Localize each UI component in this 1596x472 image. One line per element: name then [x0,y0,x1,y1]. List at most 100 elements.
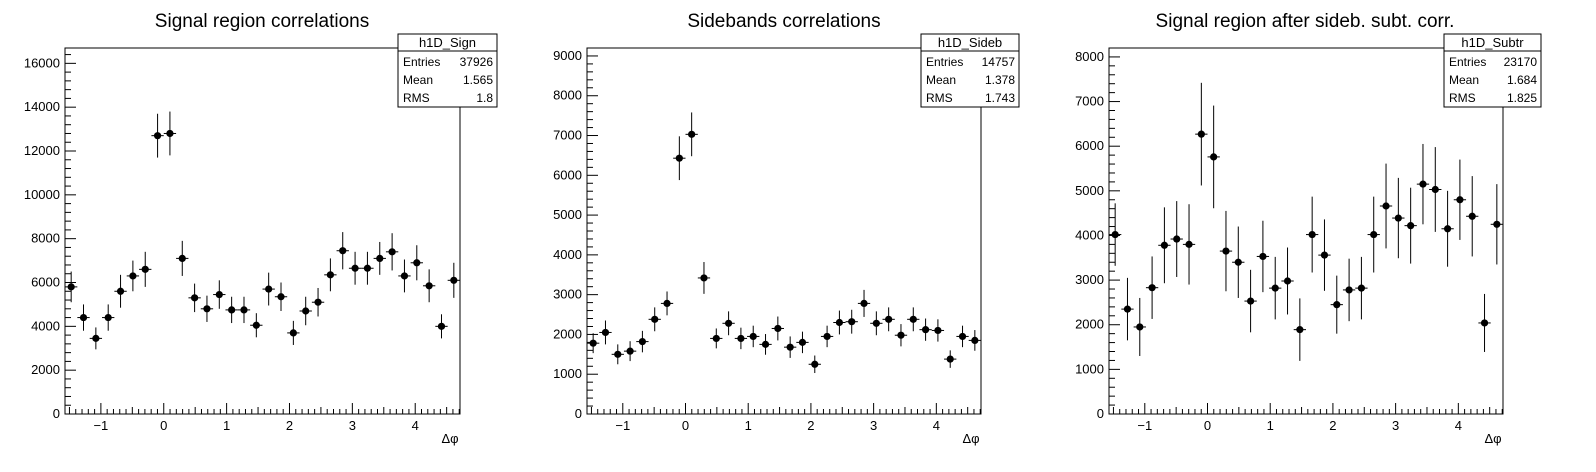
data-point [1330,275,1343,334]
data-point [1342,258,1356,322]
data-marker [1456,196,1464,204]
data-marker [1173,235,1181,243]
data-point [1207,105,1220,209]
data-point [225,296,238,324]
data-marker [589,339,597,347]
data-marker [1370,230,1378,239]
data-point [870,311,883,336]
data-marker [203,305,211,313]
data-point [697,262,711,294]
data-point [1182,204,1196,285]
x-tick-label: 4 [1455,418,1462,433]
data-marker [860,299,868,308]
data-point [324,258,337,292]
y-tick-label: 4000 [1075,227,1104,242]
plot-frame [64,47,461,415]
stats-label: Mean [1449,73,1479,87]
data-marker [823,332,831,341]
x-tick-label: −1 [1137,418,1152,433]
y-tick-label: 8000 [31,231,60,246]
data-point [587,333,600,354]
data-marker [626,347,634,355]
data-marker [1407,222,1415,230]
stats-box-name: h1D_Sideb [938,35,1002,50]
data-marker [601,328,610,337]
data-marker [314,298,322,306]
data-marker [413,259,421,267]
data-marker [1333,301,1341,309]
data-marker [749,332,757,341]
stats-value: 23170 [1504,55,1538,69]
data-marker [425,282,433,290]
y-tick-label: 8000 [1075,49,1104,64]
data-point [919,318,932,341]
data-marker [835,318,844,327]
data-marker [92,334,100,342]
data-marker [437,322,446,330]
data-marker [688,130,696,138]
data-marker [228,306,236,314]
y-tick-label: 6000 [553,167,582,182]
data-point [648,307,661,332]
data-point [808,355,821,374]
y-tick-label: 14000 [24,99,60,114]
data-marker [79,313,88,322]
data-point [311,287,325,317]
data-point [1306,196,1319,273]
data-marker [1493,220,1501,228]
data-marker [1246,297,1255,305]
stats-label: Mean [403,73,433,87]
x-tick-label: 2 [286,418,293,433]
data-point [435,314,448,339]
data-point [200,295,214,322]
chart-panel-3: Signal region after sideb. subt. corr. 0 1… [1075,11,1542,446]
data-marker [141,265,149,273]
data-marker [1234,258,1242,266]
data-marker [1271,284,1279,292]
data-marker [737,334,745,343]
x-axis-label: Δφ [1484,431,1501,446]
stats-label: Entries [1449,55,1486,69]
data-point [336,232,349,270]
data-point [1355,256,1368,320]
data-point [237,296,251,324]
y-tick-label: 7000 [553,128,582,143]
data-marker [798,338,807,346]
data-point [845,309,858,334]
x-axis-label: Δφ [962,431,979,446]
data-marker [675,154,683,162]
data-marker [1296,326,1304,334]
stats-value: 1.8 [476,91,493,105]
data-point [1133,297,1146,356]
data-marker [1419,180,1427,188]
y-tick-label: 6000 [1075,138,1104,153]
x-tick-label: 3 [870,418,877,433]
data-point [1404,187,1417,264]
data-point [361,251,374,285]
data-point [1466,176,1479,257]
data-marker [252,321,260,329]
data-marker [1382,202,1390,210]
data-point [734,327,748,350]
data-marker [166,129,174,138]
data-point [944,350,957,368]
x-tick-label: 1 [223,418,230,433]
data-marker [1468,212,1476,220]
data-point [1232,226,1245,298]
y-tick-label: 3000 [553,287,582,302]
data-marker [774,324,782,333]
data-point [1453,159,1467,240]
y-tick-label: 4000 [553,247,582,262]
y-tick-label: 8000 [553,88,582,103]
data-point [89,327,103,350]
data-point [1121,277,1134,341]
y-tick-label: 5000 [1075,183,1104,198]
data-marker [351,264,359,272]
data-point [250,313,263,338]
data-marker [116,287,125,295]
data-marker [934,326,942,335]
data-point [102,304,115,331]
data-marker [712,334,720,343]
y-tick-label: 6000 [31,275,60,290]
data-point [373,241,386,275]
